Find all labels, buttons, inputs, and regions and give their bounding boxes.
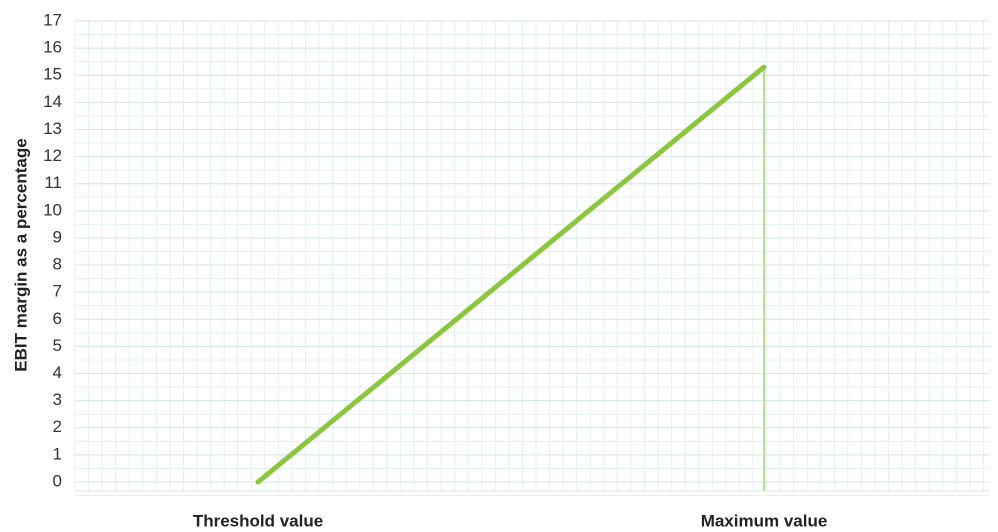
y-tick-label: 11 (44, 173, 62, 192)
y-tick-label: 8 (53, 255, 62, 274)
y-tick-label: 16 (43, 38, 62, 57)
y-tick-label: 0 (53, 471, 62, 490)
y-tick-label: 14 (43, 92, 62, 111)
y-tick-label: 4 (53, 363, 62, 382)
y-tick-label: 17 (43, 10, 62, 29)
y-tick-label: 7 (53, 282, 62, 301)
y-tick-label: 3 (53, 390, 62, 409)
y-tick-label: 9 (53, 227, 62, 246)
data-line (255, 64, 767, 485)
y-tick-label: 2 (53, 417, 62, 436)
y-tick-label: 12 (43, 146, 62, 165)
x-category-label: Threshold value (193, 511, 323, 530)
x-category-label: Maximum value (701, 511, 828, 530)
y-tick-label: 15 (43, 65, 62, 84)
y-tick-label: 6 (53, 309, 62, 328)
y-tick-label: 13 (43, 119, 62, 138)
y-tick-label: 10 (43, 200, 62, 219)
y-tick-label: 1 (53, 444, 62, 463)
y-tick-label: 5 (53, 336, 62, 355)
y-axis-label: EBIT margin as a percentage (11, 138, 30, 371)
